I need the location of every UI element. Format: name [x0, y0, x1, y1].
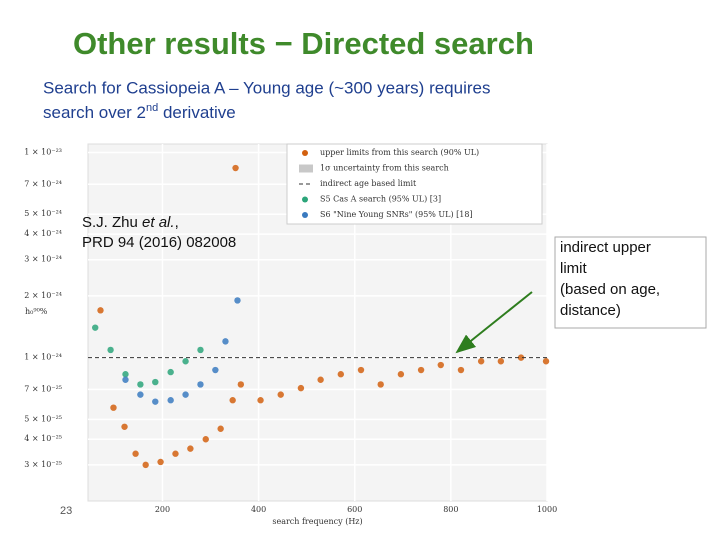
- slide-title: Other results − Directed search: [73, 26, 534, 61]
- y-tick-label: 3 × 10⁻²⁵: [24, 460, 62, 469]
- subtitle-part: derivative: [158, 103, 235, 122]
- x-tick-label: 1000: [537, 505, 557, 514]
- data-point: [107, 346, 114, 354]
- data-point: [217, 425, 224, 432]
- y-tick-label: 7 × 10⁻²⁴: [24, 179, 62, 188]
- data-point: [417, 366, 425, 374]
- note-box: [554, 236, 707, 329]
- data-point: [157, 458, 164, 466]
- data-point: [182, 391, 189, 398]
- data-point: [437, 361, 444, 369]
- data-point: [167, 368, 174, 376]
- page-number: 23: [60, 505, 72, 517]
- y-tick-label: 7 × 10⁻²⁵: [24, 384, 62, 393]
- data-point: [377, 381, 384, 388]
- y-tick-label: 4 × 10⁻²⁴: [24, 229, 62, 238]
- data-point: [197, 381, 204, 388]
- legend: upper limits from this search (90% UL) 1σ…: [286, 143, 543, 225]
- data-point: [122, 371, 129, 378]
- subtitle: search over 2nd derivative: [43, 102, 236, 123]
- data-point: [232, 164, 239, 172]
- plot: 200 400 600 800 1000 1 × 10⁻²³ 7 × 10⁻²⁴ 5 × 10…: [24, 143, 557, 526]
- citation-ref: PRD 94 (2016) 082008: [82, 234, 236, 251]
- legend-box: [286, 143, 543, 225]
- data-point: [137, 381, 144, 388]
- data-point: [132, 450, 139, 457]
- legend-marker: [302, 150, 308, 156]
- note-line: (based on age,: [560, 281, 660, 298]
- data-point: [542, 358, 550, 365]
- data-point: [152, 378, 159, 386]
- citation-author: S.J. Zhu: [82, 214, 142, 231]
- x-tick-label: 200: [155, 505, 170, 514]
- data-point: [187, 445, 194, 452]
- data-point: [212, 366, 219, 374]
- data-point: [317, 376, 324, 383]
- legend-label: upper limits from this search (90% UL): [320, 148, 479, 157]
- data-point: [122, 376, 129, 383]
- data-point: [277, 391, 284, 398]
- legend-label: 1σ uncertainty from this search: [320, 164, 449, 173]
- x-tick-label: 600: [347, 505, 362, 514]
- y-axis-label: h₀⁹⁰%: [25, 307, 48, 316]
- data-point: [172, 450, 179, 457]
- data-point: [137, 391, 144, 398]
- data-point: [222, 338, 229, 345]
- legend-marker: [302, 196, 308, 203]
- legend-label: S5 Cas A search (95% UL) [3]: [320, 195, 441, 204]
- data-point: [337, 371, 345, 378]
- data-point: [257, 397, 264, 404]
- data-point: [167, 397, 174, 404]
- subtitle-sup: nd: [146, 102, 158, 114]
- data-point: [237, 381, 245, 388]
- subtitle-part: search over 2: [43, 103, 146, 122]
- legend-label: S6 "Nine Young SNRs" (95% UL) [18]: [320, 210, 473, 219]
- data-point: [97, 307, 104, 314]
- note: indirect upper limit (based on age, distanc…: [560, 239, 660, 319]
- citation: S.J. Zhu et al.,: [82, 214, 179, 231]
- arrow: [455, 291, 533, 354]
- data-point: [497, 358, 505, 365]
- data-point: [477, 358, 485, 365]
- y-tick-label: 1 × 10⁻²³: [24, 147, 62, 156]
- data-point: [110, 404, 117, 411]
- data-point: [121, 423, 128, 430]
- data-point: [197, 346, 204, 354]
- x-axis-label: search frequency (Hz): [272, 517, 362, 526]
- y-tick-label: 1 × 10⁻²⁴: [24, 353, 62, 362]
- legend-marker: [299, 164, 313, 173]
- legend-label: indirect age based limit: [320, 179, 417, 188]
- note-line: distance): [560, 302, 621, 319]
- data-point: [397, 371, 405, 378]
- data-point: [297, 384, 305, 392]
- y-tick-label: 4 × 10⁻²⁵: [24, 434, 62, 443]
- data-point: [357, 366, 365, 374]
- y-tick-label: 5 × 10⁻²⁴: [24, 209, 62, 218]
- citation-etal: et al.: [142, 214, 175, 231]
- data-point: [457, 366, 465, 374]
- y-tick-label: 5 × 10⁻²⁵: [24, 414, 62, 423]
- data-point: [229, 397, 236, 404]
- data-point: [202, 436, 209, 443]
- data-point: [142, 461, 149, 469]
- x-tick-label: 400: [251, 505, 266, 514]
- y-tick-label: 3 × 10⁻²⁴: [24, 255, 62, 264]
- subtitle: Search for Cassiopeia A – Young age (~30…: [43, 78, 491, 97]
- data-point: [234, 297, 241, 304]
- data-point: [92, 324, 99, 331]
- x-tick-label: 800: [443, 505, 458, 514]
- data-point: [152, 398, 159, 405]
- legend-marker: [302, 212, 308, 218]
- note-line: limit: [560, 260, 587, 277]
- data-point: [182, 358, 189, 365]
- data-point: [517, 354, 525, 361]
- y-tick-label: 2 × 10⁻²⁴: [24, 291, 62, 300]
- citation-comma: ,: [175, 214, 179, 231]
- note-line: indirect upper: [560, 239, 651, 256]
